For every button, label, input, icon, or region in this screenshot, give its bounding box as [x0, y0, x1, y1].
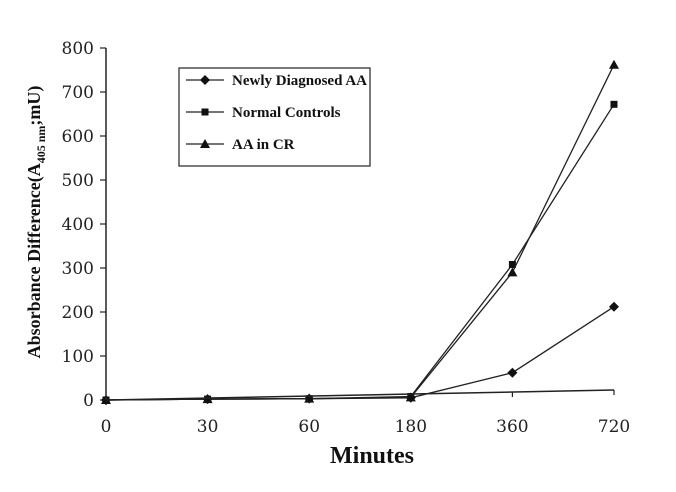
legend-item: Newly Diagnosed AA	[186, 73, 367, 89]
x-tick-label: 180	[395, 417, 427, 437]
y-tick-label: 600	[62, 127, 94, 147]
data-point-marker	[304, 393, 315, 403]
x-tick-label: 720	[598, 417, 630, 437]
data-point-marker	[507, 267, 518, 277]
x-axis-line	[105, 389, 615, 401]
data-point-marker	[610, 100, 618, 108]
y-tick-label: 300	[62, 259, 94, 279]
legend: Newly Diagnosed AA Normal Controls AA in C…	[178, 67, 371, 167]
legend-label: Newly Diagnosed AA	[232, 73, 367, 89]
y-tick-label: 0	[83, 391, 94, 411]
y-axis-title: Absorbance Difference(A405 nm;mU)	[24, 86, 48, 359]
data-point-marker	[405, 392, 416, 402]
y-tick-label: 800	[62, 39, 94, 59]
series-diamond	[101, 301, 619, 405]
x-tick-label: 0	[101, 417, 112, 437]
series-line	[105, 64, 615, 401]
legend-item: AA in CR	[186, 137, 295, 153]
y-axis-ticks: 0 100 200 300 400 500 600 700 800	[62, 39, 106, 411]
y-tick-label: 700	[62, 83, 94, 103]
y-tick-label: 400	[62, 215, 94, 235]
x-tick-label: 60	[298, 417, 320, 437]
y-tick-label: 200	[62, 303, 94, 323]
data-point-marker	[609, 301, 619, 312]
legend-marker	[200, 139, 210, 148]
series-line	[105, 306, 615, 401]
x-tick-label: 30	[197, 417, 219, 437]
y-tick-label: 500	[62, 171, 94, 191]
data-point-marker	[507, 367, 518, 378]
x-axis-title: Minutes	[330, 443, 414, 469]
data-point-marker	[508, 260, 516, 268]
legend-label: AA in CR	[232, 137, 295, 153]
legend-box	[178, 67, 371, 167]
x-axis-ticks: 0 30 60 180 360 720	[101, 390, 630, 437]
data-point-marker	[609, 59, 619, 69]
y-tick-label: 100	[62, 347, 94, 367]
legend-marker	[200, 75, 210, 85]
x-tick-label: 360	[496, 417, 528, 437]
legend-marker	[201, 108, 209, 116]
legend-label: Normal Controls	[232, 105, 341, 121]
legend-item: Normal Controls	[186, 105, 341, 121]
